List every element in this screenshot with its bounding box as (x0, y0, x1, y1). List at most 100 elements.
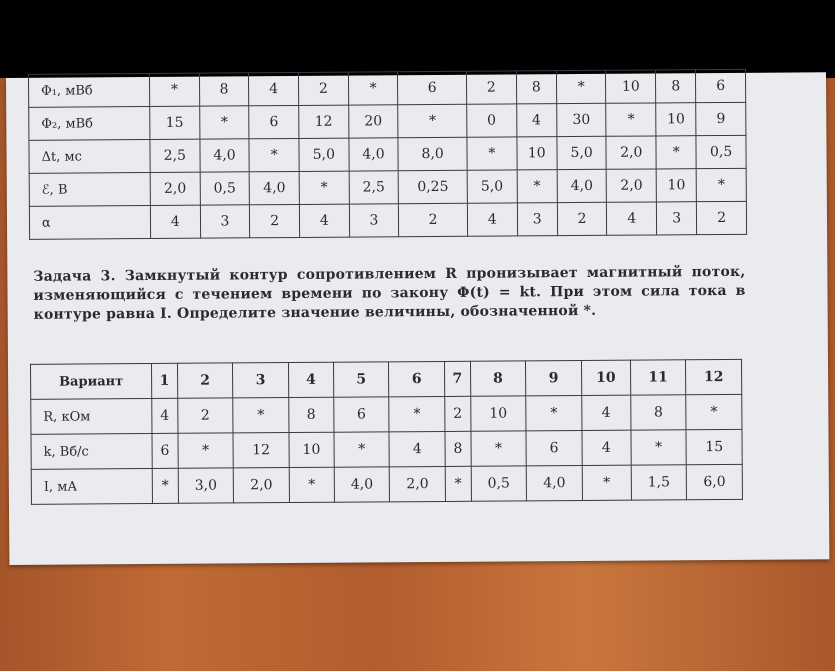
row-label: Вариант (30, 363, 152, 400)
table-cell: 12 (233, 432, 290, 468)
table-cell: 2 (466, 70, 517, 105)
table-cell: 4 (606, 201, 657, 236)
table-cell: * (389, 396, 445, 432)
table-cell: 3 (349, 203, 399, 238)
table-cell: 10 (656, 168, 697, 202)
table-cell: * (470, 430, 527, 467)
table-cell: 5 (333, 361, 390, 398)
table-cell: * (582, 465, 632, 501)
table-cell: 9 (525, 360, 582, 396)
table-cell: 10 (605, 69, 656, 104)
table-cell: 3 (516, 202, 558, 236)
table-cell: 2 (177, 397, 234, 434)
table-cell: 4 (288, 362, 334, 398)
table-cell: * (556, 70, 607, 104)
table-cell: * (232, 397, 289, 433)
row-label: I, мА (31, 468, 153, 505)
table-row: Δt, мс 2,5 4,0 * 5,0 4,0 8,0 * 10 5,0 2,0 * 0,5 (28, 135, 747, 174)
top-black-bar (0, 0, 835, 78)
table-cell: * (525, 395, 582, 431)
table-cell: * (696, 168, 747, 202)
table-cell: 8 (655, 69, 696, 103)
table-cell: 6 (151, 433, 178, 469)
table-cell: 8 (470, 360, 526, 397)
table-cell: 30 (556, 103, 607, 137)
table-cell: 2 (177, 362, 233, 399)
table-cell: * (299, 171, 350, 205)
table-row: ℰ, В 2,0 0,5 4,0 * 2,5 0,25 5,0 * 4,0 2,0 10 * (29, 168, 747, 207)
table-cell: 10 (655, 102, 697, 136)
table-cell: 6 (397, 71, 467, 105)
table-cell: 6 (249, 105, 299, 139)
row-label: ℰ, В (29, 172, 151, 207)
table-cell: * (149, 73, 200, 107)
table-cell: 10 (516, 136, 557, 170)
table-cell: * (397, 104, 467, 138)
table-cell: 6 (526, 430, 583, 466)
table-cell: 2 (557, 202, 608, 236)
table-cell: * (606, 102, 657, 137)
row-label: R, кОм (30, 398, 152, 435)
table-cell: 4,0 (249, 171, 300, 205)
table-cell: 8 (199, 72, 250, 107)
table-row: I, мА * 3,0 2,0 * 4,0 2,0 * 0,5 4,0 * 1,5 6,0 (31, 464, 743, 505)
row-label: α (29, 205, 151, 240)
table-cell: 5,0 (556, 136, 607, 170)
table-cell: * (445, 466, 472, 502)
table-cell: 3 (232, 362, 289, 398)
table-cell: 1 (151, 363, 178, 399)
table-cell: 0,5 (470, 465, 527, 502)
table-cell: 2,0 (389, 466, 446, 502)
table-cell: 6 (695, 69, 746, 103)
task-body: Замкнутый контур сопротивлением R прониз… (33, 263, 746, 323)
row-label: Δt, мс (28, 139, 151, 174)
paper-page: Φ₁, мВб * 8 4 2 * 6 2 8 * 10 8 6 Φ₂, мВб 15 * 6 12 20 * 0 4 30… (6, 69, 830, 565)
row-label: Φ₂, мВб (28, 106, 150, 141)
table-cell: 2,0 (606, 135, 657, 170)
table-cell: * (466, 136, 517, 171)
table-cell: 6 (333, 396, 390, 433)
table-cell: 10 (288, 432, 335, 468)
table-cell: 4,0 (348, 137, 399, 172)
table-cell: 10 (470, 395, 527, 432)
table-cell: 5,0 (298, 138, 349, 172)
table-cell: * (630, 429, 687, 466)
table-cell: 20 (348, 104, 399, 139)
table-cell: 15 (686, 429, 743, 465)
table-cell: 3,0 (177, 467, 234, 504)
table-row: Φ₁, мВб * 8 4 2 * 6 2 8 * 10 8 6 (28, 69, 746, 108)
table-row: Вариант 1 2 3 4 5 6 7 8 9 10 11 12 (30, 359, 742, 400)
table-cell: 2 (444, 396, 471, 432)
table-cell: 10 (581, 360, 631, 396)
table-cell: * (177, 432, 234, 469)
table-cell: 8,0 (398, 137, 468, 171)
table-cell: * (249, 138, 300, 172)
table-magnetic-flux: Φ₁, мВб * 8 4 2 * 6 2 8 * 10 8 6 Φ₂, мВб 15 * 6 12 20 * 0 4 30… (28, 69, 747, 240)
table-cell: 2 (696, 201, 747, 235)
table-cell: 4 (151, 398, 178, 434)
table-cell: 0 (466, 103, 517, 138)
table-cell: * (289, 467, 335, 503)
table-cell: 4 (581, 395, 631, 431)
table-cell: * (152, 468, 179, 504)
table-cell: 3 (200, 204, 250, 239)
table-cell: * (516, 169, 558, 203)
table-cell: 8 (630, 394, 687, 431)
table-cell: 11 (630, 359, 687, 396)
table-cell: 12 (685, 359, 742, 395)
table-cell: 0,25 (398, 170, 468, 204)
task-3-text: Задача 3. Замкнутый контур сопротивление… (33, 263, 745, 325)
table-cell: 8 (516, 70, 557, 104)
table-cell: 3 (656, 201, 697, 235)
table-cell: 4 (581, 430, 631, 466)
table-cell: 6 (388, 361, 445, 397)
task-title: Задача 3. (33, 268, 116, 285)
table-row: R, кОм 4 2 * 8 6 * 2 10 * 4 8 * (30, 394, 742, 435)
table-cell: * (333, 431, 390, 468)
table-cell: 2,5 (348, 170, 399, 205)
table-cell: 0,5 (696, 135, 747, 169)
table-cell: 2,0 (233, 467, 290, 503)
table-cell: 4 (299, 204, 350, 238)
table-cell: 5,0 (467, 169, 517, 204)
